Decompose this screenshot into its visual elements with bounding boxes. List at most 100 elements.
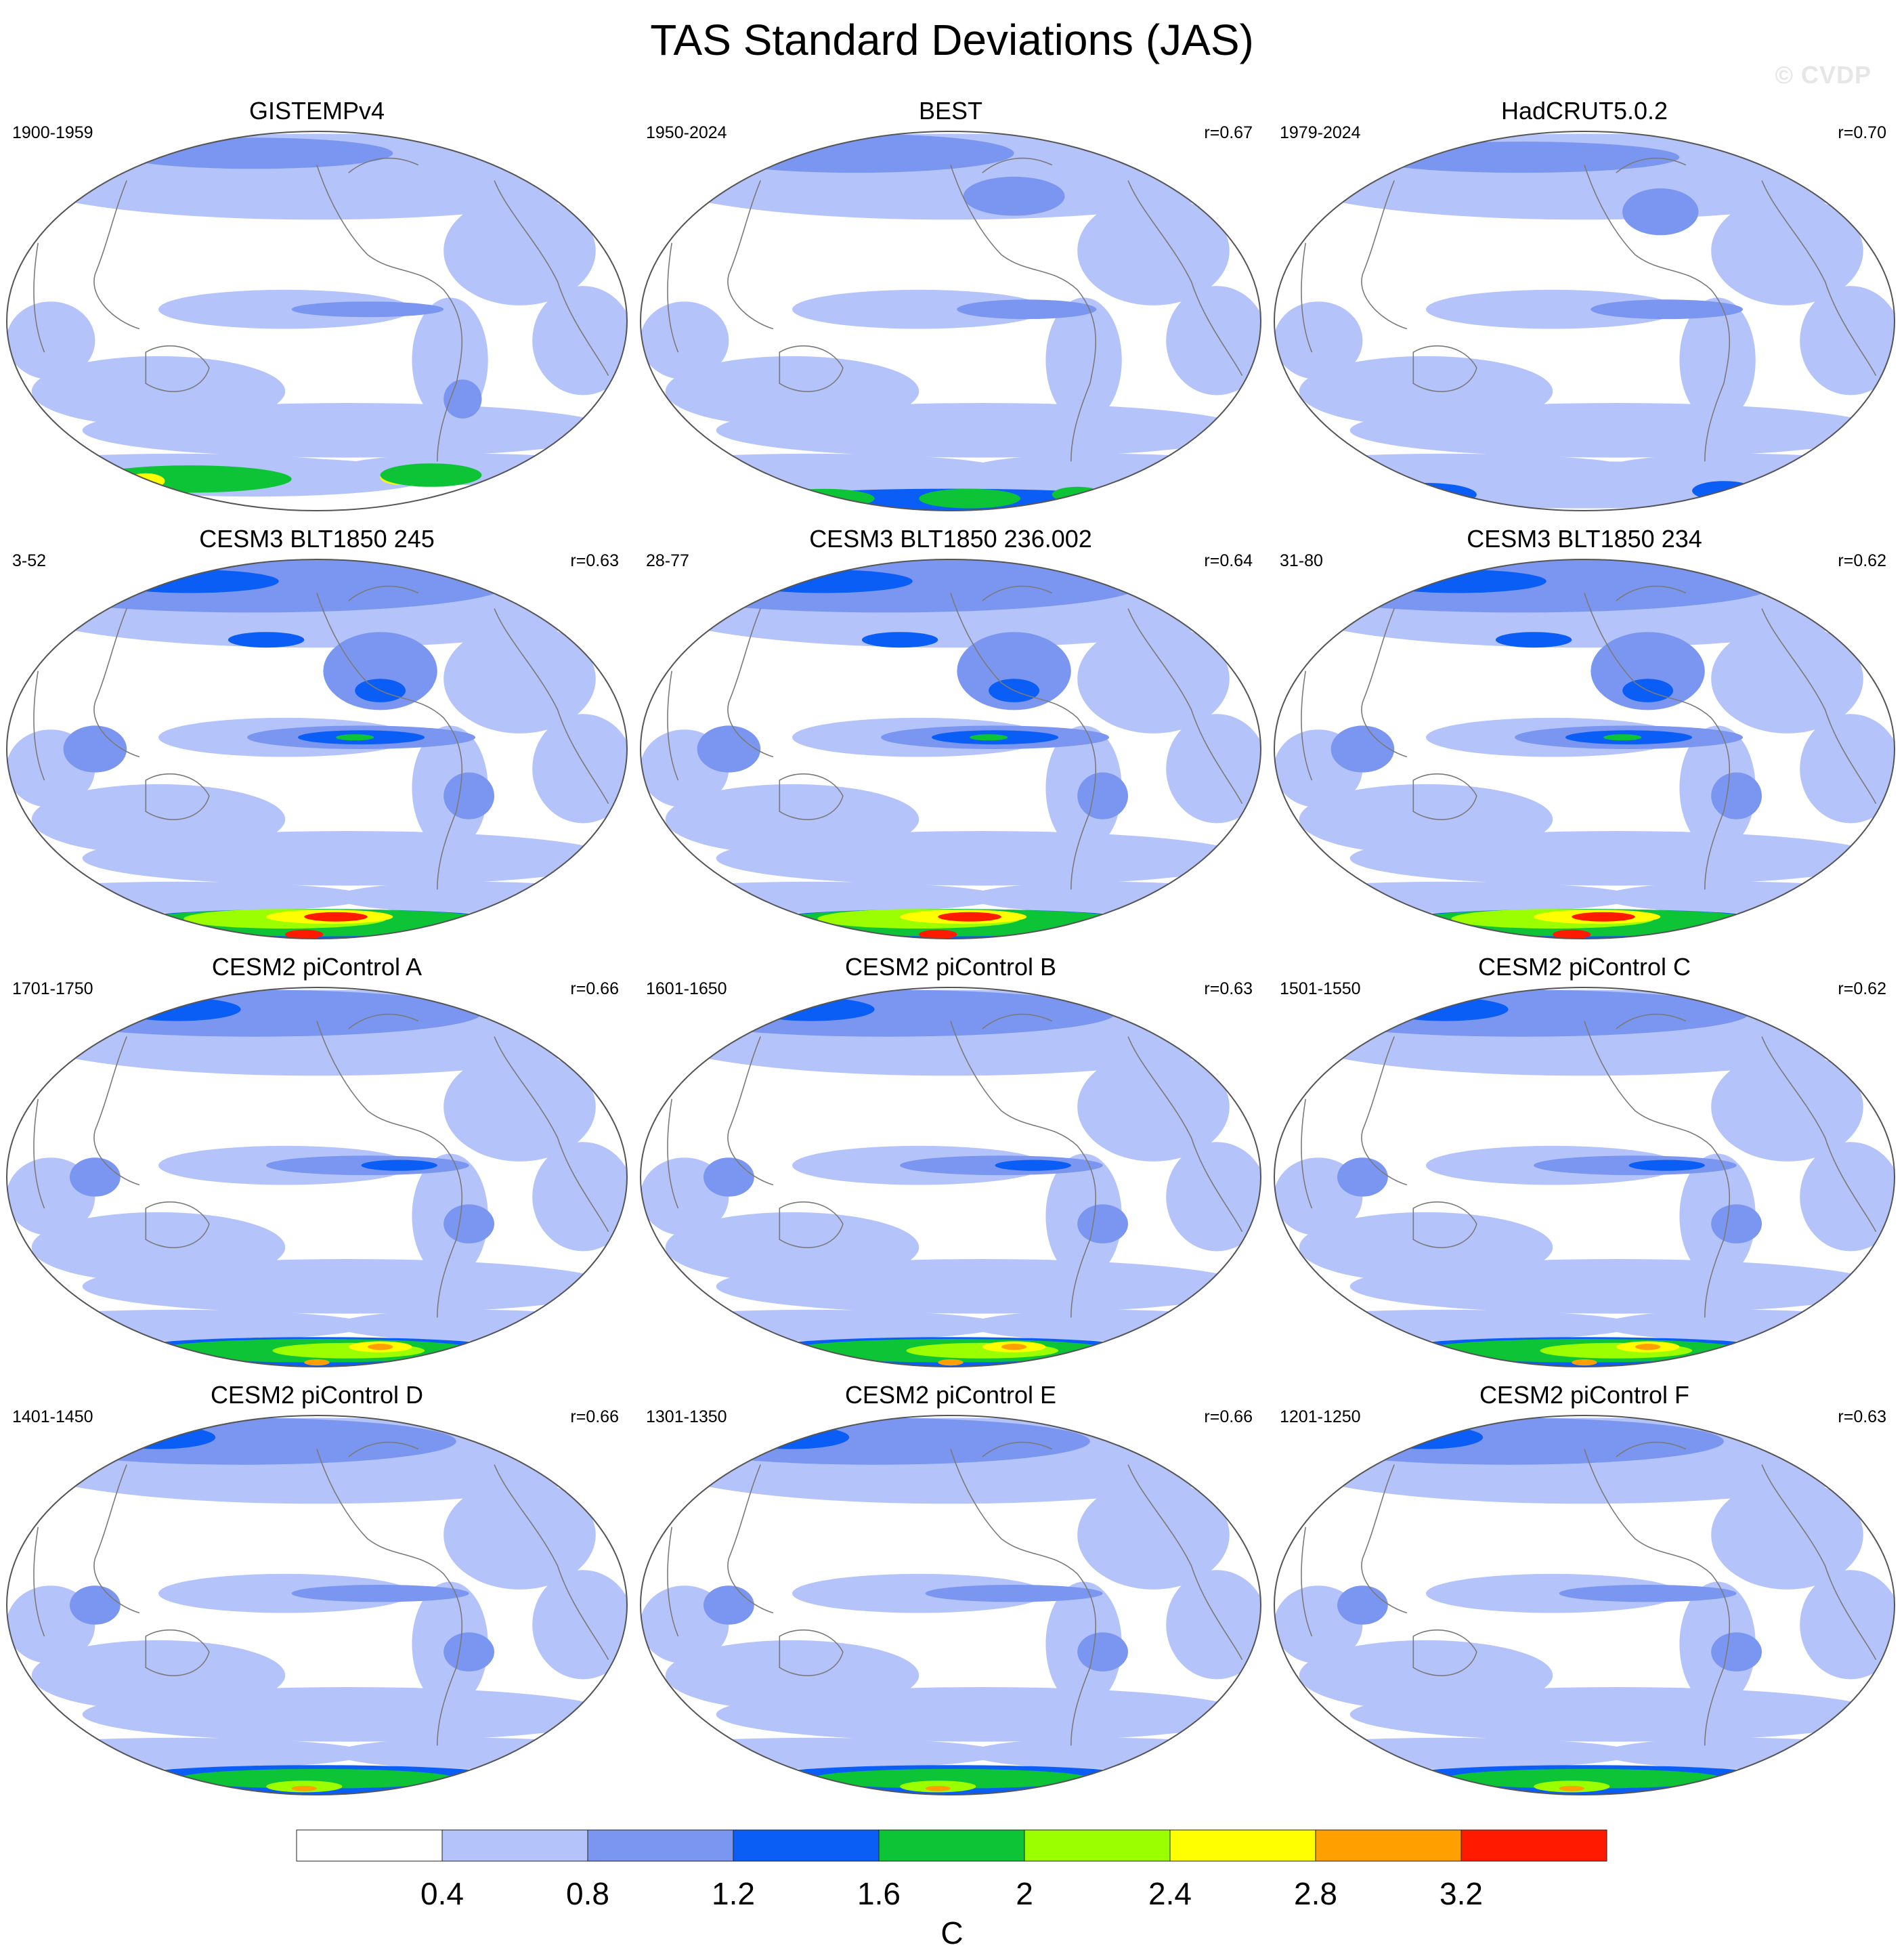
contour-fill: [285, 929, 324, 939]
map-panel: CESM3 BLT1850 234 31-80 r=0.62: [1268, 524, 1901, 944]
map-panel: CESM2 piControl E 1301-1350 r=0.66: [634, 1380, 1268, 1800]
contour-fill: [1381, 998, 1509, 1021]
map-outline: [1274, 131, 1895, 511]
contour-fill: [995, 1159, 1071, 1171]
colorbar-swatch: [296, 1829, 443, 1862]
contour-fill: [127, 473, 165, 489]
map-svg: [1274, 987, 1895, 1367]
contour-fill: [443, 624, 596, 733]
coastline: [1127, 608, 1243, 804]
coastline: [950, 1449, 1097, 1746]
contour-fill: [1077, 1480, 1230, 1590]
contour-fill: [938, 912, 1001, 922]
contour-fill: [291, 1785, 317, 1791]
contour-fill: [919, 929, 957, 939]
coastline: [33, 1527, 45, 1637]
coastline: [950, 165, 1097, 462]
contour-fill: [1622, 188, 1699, 236]
contour-fill: [1591, 299, 1743, 320]
contour-fill: [792, 289, 1046, 329]
coastline: [33, 1099, 45, 1209]
panel-correlation: r=0.62: [1838, 979, 1886, 998]
coastline: [1301, 1527, 1313, 1637]
coastline: [779, 1629, 844, 1676]
contour-fill: [1711, 772, 1762, 819]
contour-fill: [970, 734, 1008, 741]
contour-fill: [1337, 1157, 1388, 1197]
coastline: [1127, 1464, 1243, 1660]
coastline: [494, 608, 609, 804]
coastline: [779, 1201, 844, 1248]
panel-period: 1401-1450: [12, 1407, 93, 1426]
contour-fill: [1495, 632, 1572, 648]
coastline: [1361, 180, 1408, 330]
contour-fill: [1800, 286, 1895, 396]
coastline: [145, 1629, 210, 1676]
map-svg: [6, 559, 628, 939]
contour-fill: [1711, 196, 1863, 305]
contour-fill: [443, 196, 596, 305]
contour-fill: [1603, 734, 1642, 741]
map-svg: [6, 1415, 628, 1795]
map-outline: [1274, 1415, 1895, 1795]
map-panel: CESM2 piControl C 1501-1550 r=0.62: [1268, 952, 1901, 1372]
contour-fill: [532, 286, 627, 396]
contour-fill: [1368, 570, 1546, 593]
contour-fill: [291, 301, 444, 318]
colorbar-swatch: [587, 1829, 734, 1862]
contour-fill: [1387, 1428, 1426, 1440]
panel-correlation: r=0.66: [570, 1407, 619, 1426]
map-panel: CESM2 piControl F 1201-1250 r=0.63: [1268, 1380, 1901, 1800]
coastline: [316, 1021, 463, 1318]
coastline: [1412, 1201, 1477, 1248]
coastline: [145, 773, 210, 820]
contour-fill: [1001, 1344, 1027, 1350]
coastline: [779, 773, 844, 820]
coastline: [727, 180, 774, 330]
map-svg: [640, 1415, 1261, 1795]
coastline: [1412, 773, 1477, 820]
map-panel: CESM2 piControl D 1401-1450 r=0.66: [0, 1380, 634, 1800]
coastline: [1361, 1036, 1408, 1186]
coastline: [1761, 180, 1877, 376]
coastline: [667, 1527, 679, 1637]
contour-fill: [1559, 1585, 1737, 1602]
contour-fill: [1603, 1309, 1882, 1341]
panel-period: 1301-1350: [646, 1407, 727, 1426]
contour-fill: [88, 465, 292, 493]
map-outline: [1274, 987, 1895, 1367]
contour-fill: [1553, 929, 1591, 939]
contour-fill: [336, 1737, 615, 1769]
coastline: [494, 180, 609, 376]
map-outline: [640, 559, 1261, 939]
contour-fill: [957, 632, 1071, 710]
contour-fill: [532, 1570, 627, 1680]
contour-fill: [82, 831, 615, 886]
figure-title: TAS Standard Deviations (JAS): [650, 16, 1254, 64]
contour-fill: [919, 488, 1020, 509]
map-outline: [640, 987, 1261, 1367]
contour-fill: [443, 379, 482, 419]
coastline: [93, 608, 140, 758]
contour-fill: [1274, 1737, 1635, 1769]
contour-fill: [82, 403, 615, 458]
map-panel: CESM2 piControl B 1601-1650 r=0.63: [634, 952, 1268, 1372]
contour-fill: [7, 1737, 368, 1769]
contour-fill: [1711, 1204, 1762, 1243]
colorbar-swatch: [1461, 1829, 1607, 1862]
panel-title: HadCRUT5.0.2: [1500, 97, 1668, 125]
contour-fill: [1349, 1259, 1882, 1314]
contour-fill: [158, 289, 412, 329]
map-outline: [640, 131, 1261, 511]
panel-period: 28-77: [646, 551, 689, 570]
contour-fill: [1445, 1768, 1724, 1789]
colorbar-tick-label: 2: [1016, 1876, 1033, 1911]
panel-title: BEST: [918, 97, 983, 125]
contour-fill: [861, 632, 938, 648]
coastline: [1616, 585, 1687, 601]
contour-fill: [1045, 297, 1122, 423]
contour-fill: [641, 1737, 1001, 1769]
panel-correlation: r=0.66: [1204, 1407, 1253, 1426]
coastline: [93, 180, 140, 330]
panel-title: CESM3 BLT1850 236.002: [809, 525, 1092, 553]
